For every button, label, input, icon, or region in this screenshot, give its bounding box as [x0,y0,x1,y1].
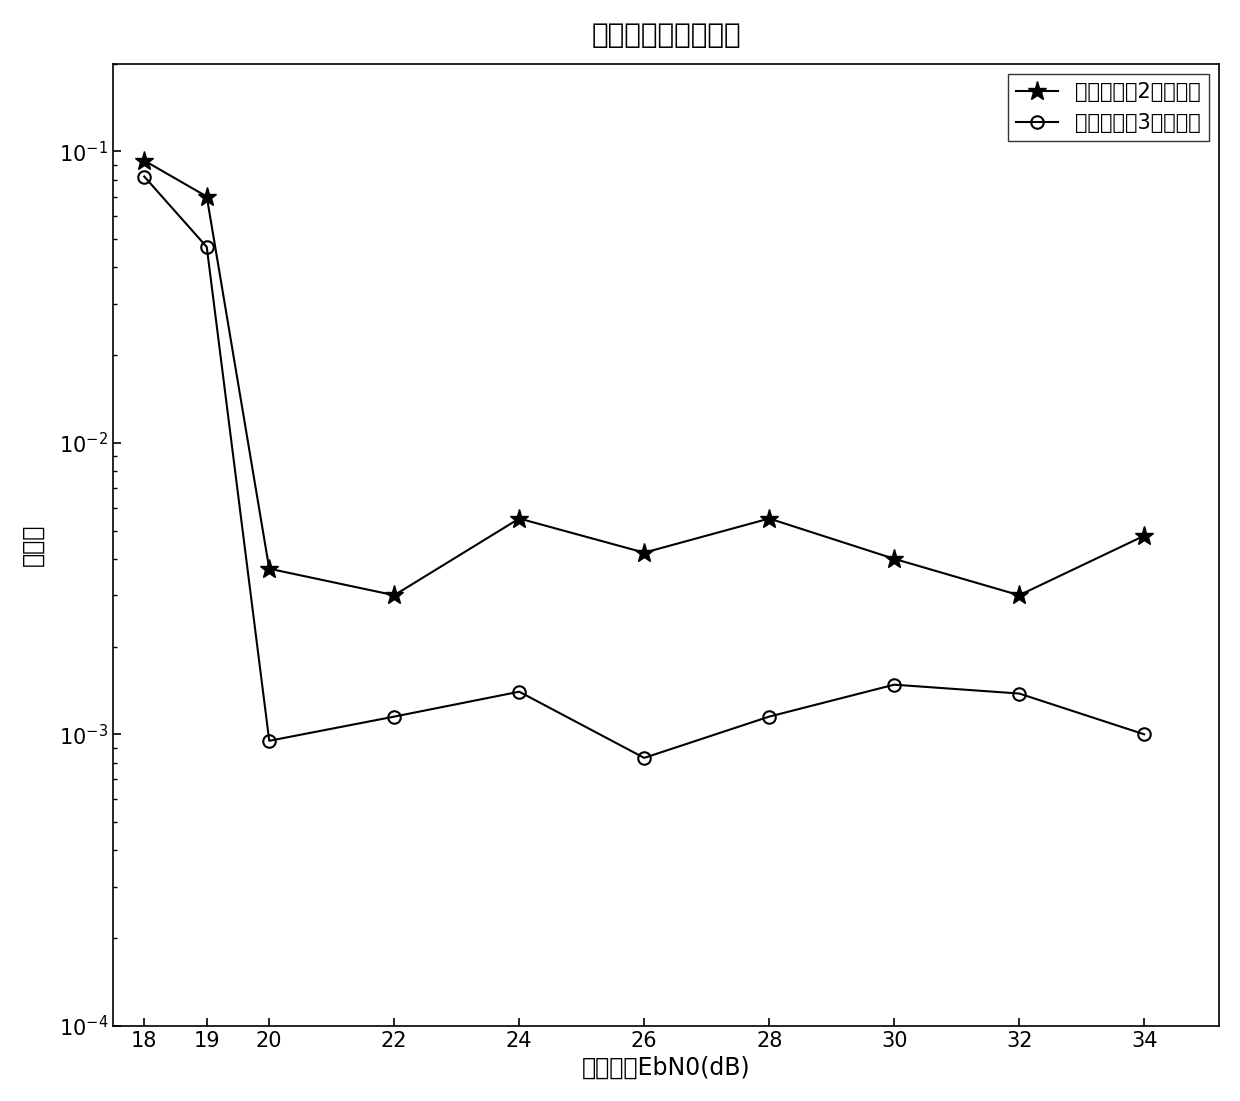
误差范围为2个采样点 [136,154,151,167]
误差范围为3个采样点 [262,734,277,748]
误差范围为2个采样点 [262,563,277,576]
误差范围为3个采样点 [1137,728,1152,741]
Title: 相对时延估计性能图: 相对时延估计性能图 [591,21,740,48]
Legend: 误差范围为2个采样点, 误差范围为3个采样点: 误差范围为2个采样点, 误差范围为3个采样点 [1008,74,1209,141]
误差范围为3个采样点 [387,710,402,723]
误差范围为3个采样点 [1012,687,1027,700]
误差范围为2个采样点 [200,190,215,204]
误差范围为2个采样点 [387,589,402,602]
Line: 误差范围为3个采样点: 误差范围为3个采样点 [138,171,1151,764]
误差范围为3个采样点 [761,710,776,723]
误差范围为2个采样点 [512,512,527,525]
误差范围为3个采样点 [887,678,901,691]
误差范围为2个采样点 [637,546,652,559]
误差范围为2个采样点 [887,553,901,566]
误差范围为2个采样点 [761,512,776,525]
Line: 误差范围为2个采样点: 误差范围为2个采样点 [134,151,1154,604]
Y-axis label: 差错率: 差错率 [21,523,45,566]
X-axis label: 信噪比：EbN0(dB): 信噪比：EbN0(dB) [582,1056,750,1080]
误差范围为3个采样点 [512,685,527,698]
误差范围为3个采样点 [136,170,151,183]
误差范围为3个采样点 [637,751,652,764]
误差范围为2个采样点 [1137,530,1152,543]
误差范围为3个采样点 [200,240,215,253]
误差范围为2个采样点 [1012,589,1027,602]
